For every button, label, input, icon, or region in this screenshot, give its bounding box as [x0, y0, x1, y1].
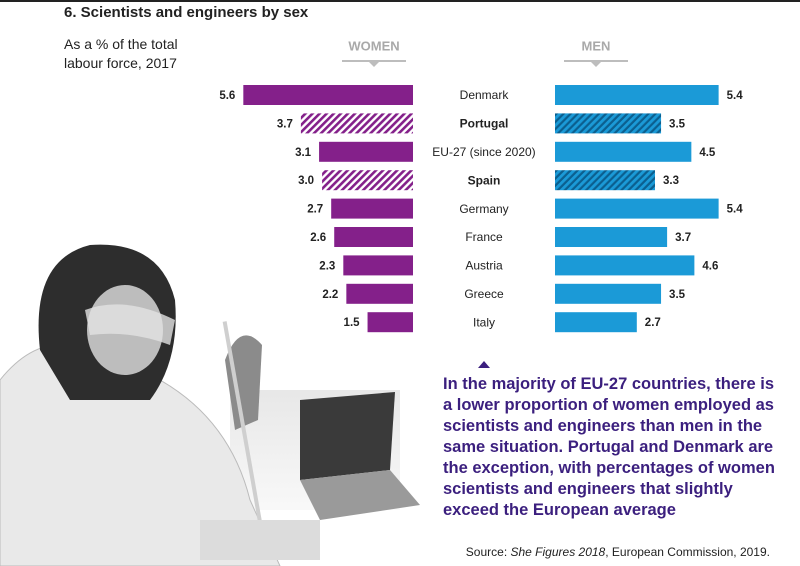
value-label: 2.2 — [322, 289, 338, 301]
top-rule — [0, 0, 800, 2]
value-label: 5.4 — [727, 204, 744, 216]
category-label: Italy — [473, 315, 495, 329]
bar — [300, 113, 413, 134]
bar — [334, 227, 413, 247]
annotation: In the majority of EU-27 countries, ther… — [443, 375, 775, 519]
value-label: 3.5 — [669, 118, 686, 130]
value-label: 3.1 — [295, 147, 312, 159]
value-label: 2.6 — [310, 232, 326, 244]
bar — [555, 312, 637, 333]
category-label: Austria — [465, 259, 503, 273]
bar — [555, 141, 692, 162]
legend-rule — [564, 60, 628, 62]
bar — [555, 113, 662, 134]
category-label: Greece — [464, 287, 504, 301]
value-label: 3.0 — [298, 175, 314, 187]
bar — [555, 170, 655, 191]
legend-marker — [369, 62, 379, 67]
value-label: 3.7 — [675, 232, 691, 244]
value-label: 2.7 — [645, 317, 661, 329]
category-label: Germany — [459, 202, 508, 216]
legend-rule — [342, 60, 406, 62]
bar — [555, 227, 668, 247]
source-title: She Figures 2018 — [510, 545, 606, 559]
bar — [555, 85, 719, 105]
category-label: EU-27 (since 2020) — [432, 145, 535, 159]
source: Source: She Figures 2018, European Commi… — [466, 545, 770, 559]
bar — [319, 141, 413, 162]
category-label: Portugal — [460, 117, 509, 131]
category-label: Denmark — [460, 88, 510, 102]
chart-title: 6. Scientists and engineers by sex — [64, 4, 309, 21]
value-label: 3.7 — [277, 118, 293, 130]
source-rest: , European Commission, 2019. — [605, 545, 770, 559]
value-label: 3.5 — [669, 289, 686, 301]
value-label: 3.3 — [663, 175, 679, 187]
bar — [243, 85, 413, 105]
bar — [343, 255, 413, 276]
value-label: 5.6 — [219, 90, 235, 102]
legend-label: WOMEN — [348, 38, 399, 53]
value-label: 4.5 — [699, 147, 716, 159]
note-marker — [478, 361, 490, 368]
bar — [331, 198, 413, 219]
legend-marker — [591, 62, 601, 67]
bar — [322, 170, 413, 191]
category-label: France — [465, 230, 503, 244]
bar — [555, 283, 662, 304]
value-label: 1.5 — [344, 317, 361, 329]
bar — [555, 255, 695, 276]
bar — [555, 198, 719, 219]
value-label: 5.4 — [727, 90, 744, 102]
legend-label: MEN — [582, 38, 611, 53]
value-label: 4.6 — [702, 260, 718, 272]
value-label: 2.3 — [319, 260, 335, 272]
category-label: Spain — [468, 173, 501, 187]
photo — [0, 244, 420, 566]
bar — [346, 283, 413, 304]
chart-subtitle: As a % of the total labour force, 2017 — [64, 36, 178, 71]
source-label: Source: — [465, 545, 508, 559]
bar — [367, 312, 413, 333]
value-label: 2.7 — [307, 204, 323, 216]
